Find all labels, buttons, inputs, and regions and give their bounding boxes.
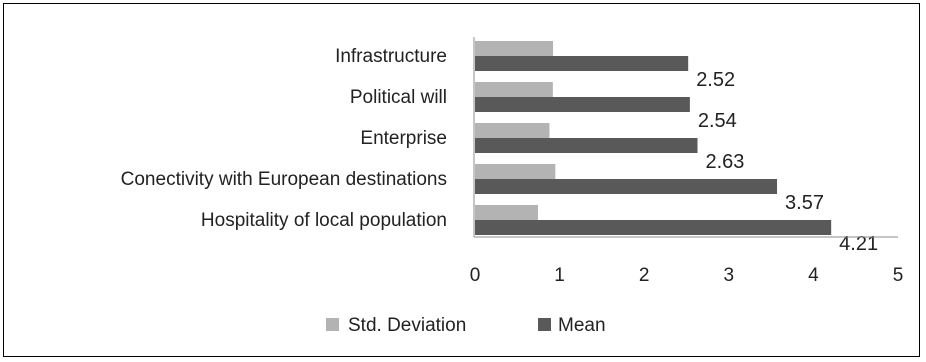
x-tick-label: 4: [808, 265, 819, 286]
legend: Std. Deviation Mean: [326, 315, 606, 336]
bar-chart: Infrastructure Political will Enterprise Co…: [121, 37, 904, 336]
legend-swatch-mean: [538, 318, 551, 331]
data-label-mean: 2.54: [698, 110, 737, 132]
x-tick-label: 3: [724, 265, 735, 286]
legend-label-std-deviation: Std. Deviation: [348, 315, 466, 336]
x-axis: 0 1 2 3 4 5: [470, 37, 904, 286]
legend-label-mean: Mean: [558, 315, 606, 336]
bar-mean: [475, 138, 698, 153]
category-labels: Infrastructure Political will Enterprise Co…: [121, 46, 447, 231]
data-label-mean: 3.57: [785, 192, 824, 214]
bar-std-deviation: [475, 205, 538, 220]
category-label: Infrastructure: [335, 46, 447, 67]
legend-swatch-std-deviation: [326, 318, 339, 331]
bar-mean: [475, 56, 689, 71]
category-label: Hospitality of local population: [201, 210, 447, 231]
bar-std-deviation: [475, 123, 550, 138]
category-label: Conectivity with European destinations: [121, 169, 447, 190]
x-tick-label: 5: [893, 265, 904, 286]
bar-mean: [475, 179, 778, 194]
x-tick-label: 1: [554, 265, 565, 286]
bar-std-deviation: [475, 41, 554, 56]
bar-std-deviation: [475, 164, 556, 179]
category-label: Enterprise: [360, 128, 447, 149]
data-label-mean: 2.52: [696, 69, 735, 91]
x-tick-label: 2: [639, 265, 650, 286]
category-label: Political will: [350, 87, 447, 108]
bar-mean: [475, 220, 832, 235]
x-tick-label: 0: [470, 265, 481, 286]
data-labels: 2.52 2.54 2.63 3.57 4.21: [696, 69, 878, 255]
data-label-mean: 2.63: [705, 151, 744, 173]
bars: [475, 41, 832, 235]
data-label-mean: 4.21: [839, 233, 878, 255]
chart-frame: Infrastructure Political will Enterprise Co…: [3, 3, 920, 357]
bar-mean: [475, 97, 690, 112]
bar-std-deviation: [475, 82, 553, 97]
